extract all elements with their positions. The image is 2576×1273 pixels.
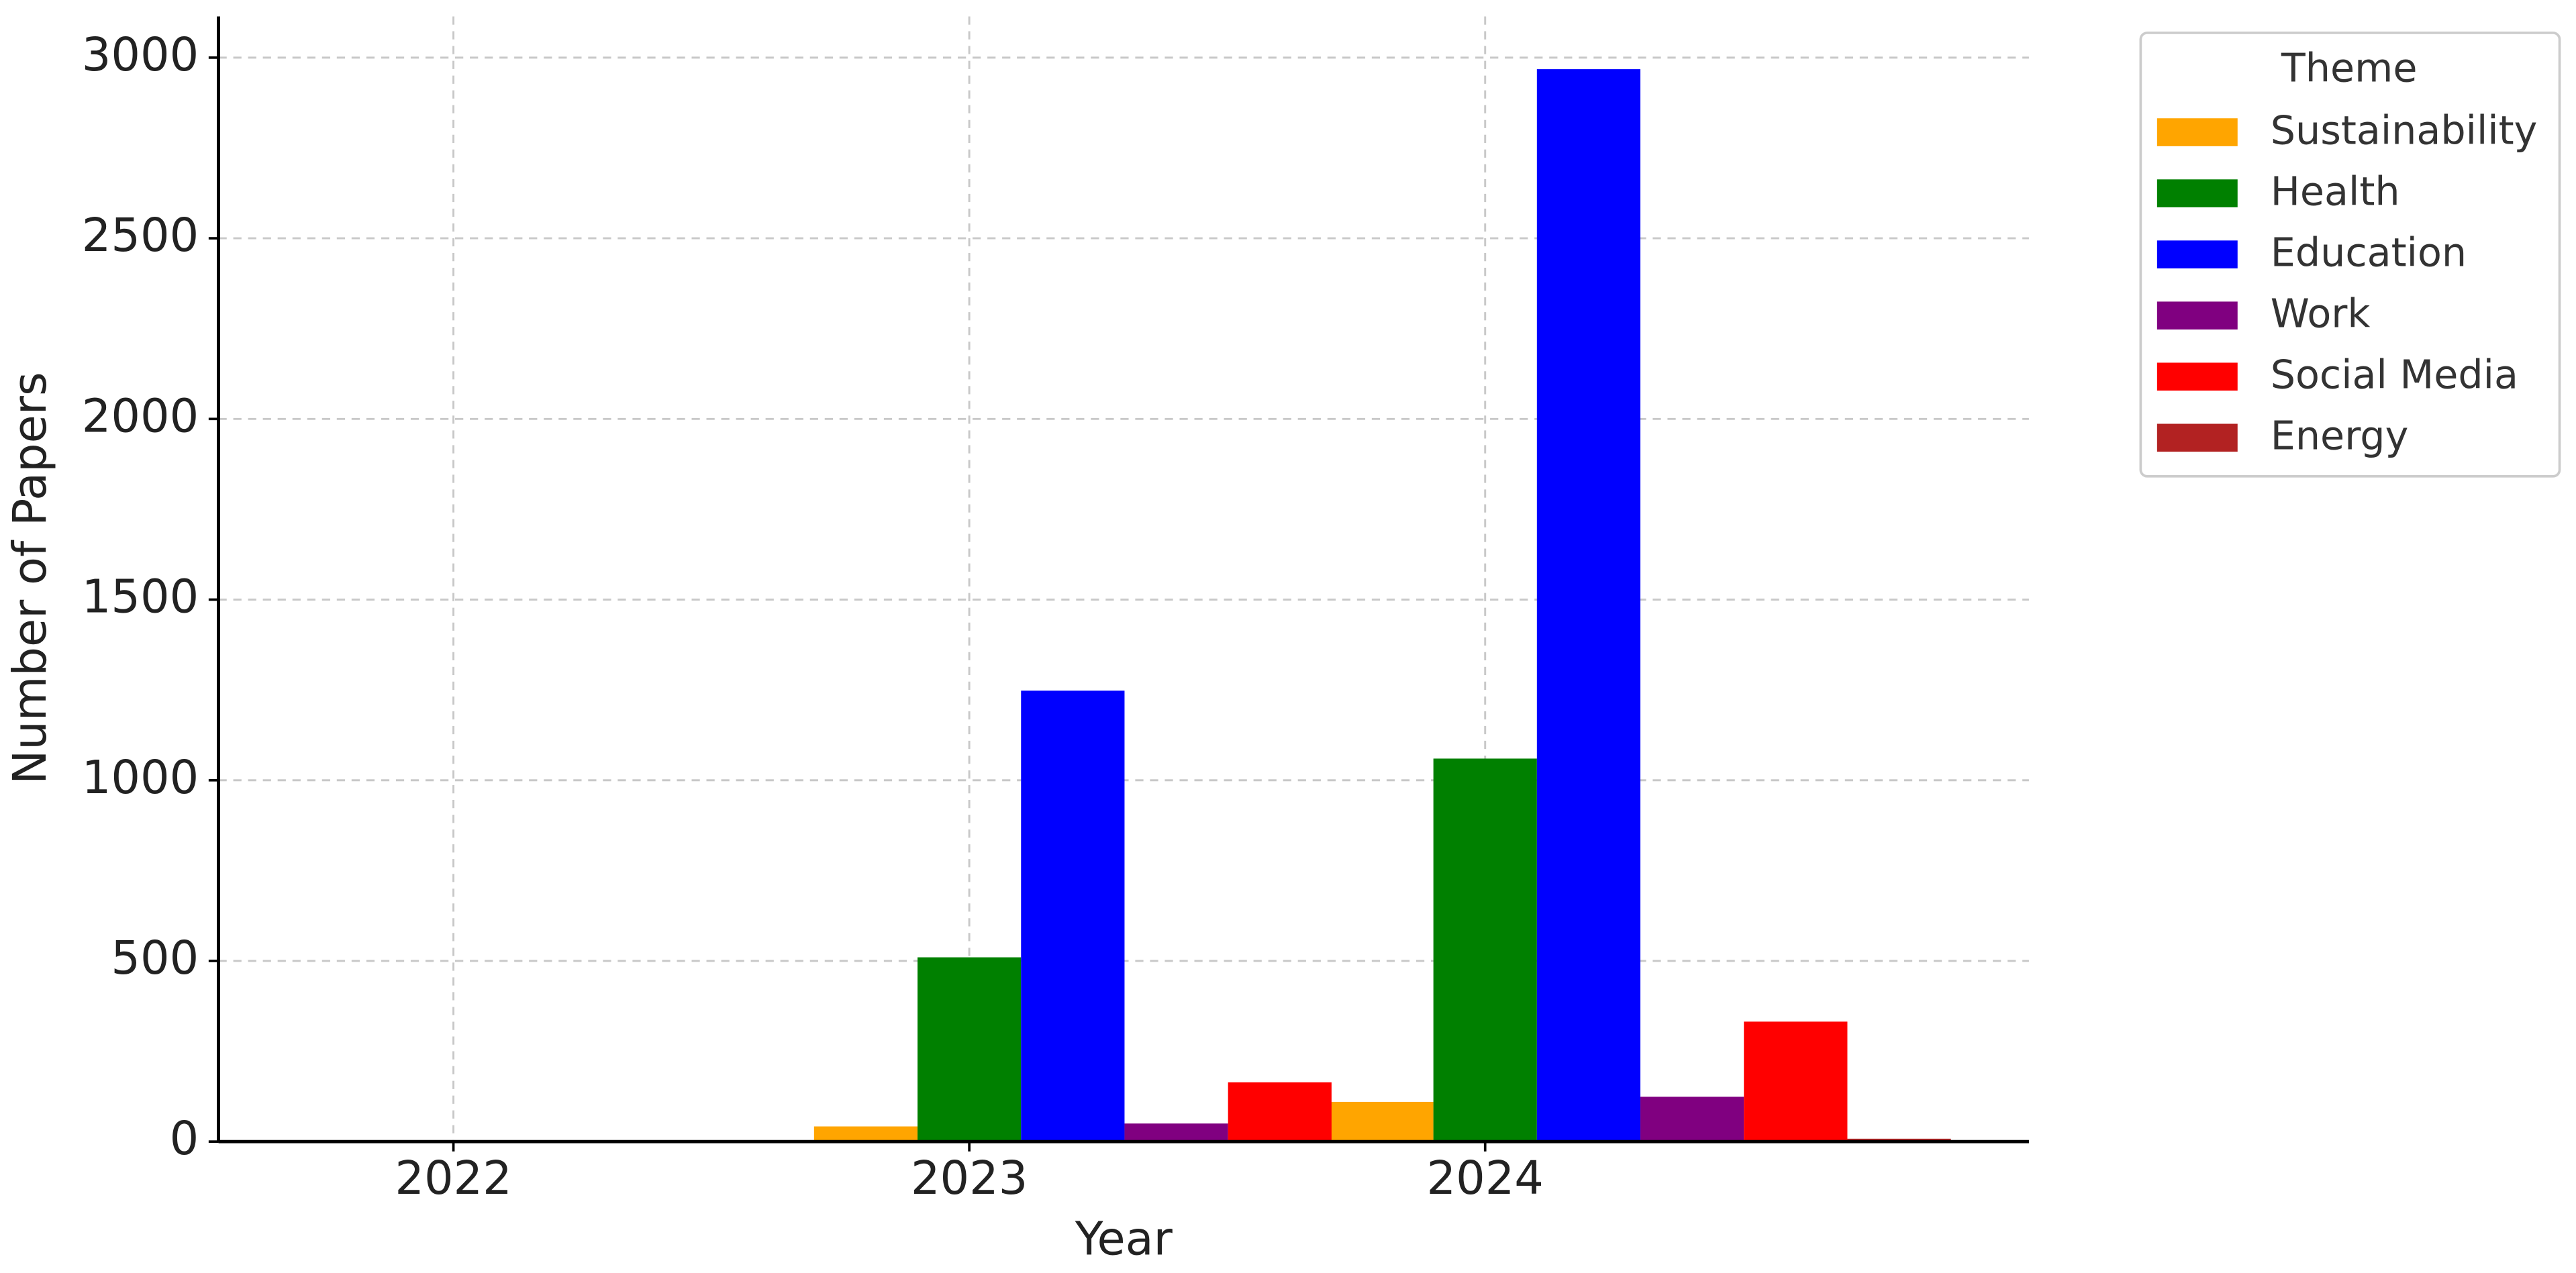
bar: [918, 957, 1022, 1142]
bar: [1744, 1021, 1848, 1142]
legend: Theme Sustainability Health Education Work So…: [2139, 32, 2561, 478]
bar: [1228, 1082, 1332, 1142]
bar: [1536, 69, 1641, 1142]
legend-swatch: [2157, 118, 2238, 146]
legend-label: Social Media: [2271, 352, 2518, 398]
bar: [813, 1126, 918, 1142]
bar: [1640, 1097, 1744, 1142]
y-tick-label: 3000: [82, 28, 199, 82]
y-tick-label: 2000: [82, 389, 199, 443]
bar: [1124, 1123, 1228, 1142]
x-axis-label: Year: [1075, 1213, 1173, 1266]
legend-swatch: [2157, 423, 2238, 452]
x-tick-label: 2023: [911, 1152, 1028, 1205]
y-tick-label: 1000: [82, 751, 199, 805]
legend-label: Health: [2271, 168, 2400, 214]
y-tick-label: 1500: [82, 570, 199, 624]
y-axis-label: Number of Papers: [3, 372, 57, 784]
legend-frame: [2139, 32, 2561, 478]
bar: [1433, 758, 1537, 1142]
bar: [1330, 1101, 1434, 1142]
y-tick-label: 500: [111, 931, 199, 985]
legend-swatch: [2157, 301, 2238, 330]
x-tick-label: 2022: [395, 1152, 511, 1205]
legend-label: Education: [2271, 229, 2467, 275]
y-tick-label: 2500: [82, 209, 199, 262]
legend-label: Sustainability: [2271, 107, 2538, 153]
legend-label: Work: [2271, 291, 2371, 337]
legend-swatch: [2157, 240, 2238, 268]
y-tick-label: 0: [170, 1112, 199, 1166]
x-tick-label: 2024: [1427, 1152, 1544, 1205]
legend-title: Theme: [2281, 44, 2418, 91]
legend-label: Energy: [2271, 413, 2409, 459]
legend-swatch: [2157, 362, 2238, 391]
legend-swatch: [2157, 179, 2238, 207]
bar: [1021, 691, 1125, 1142]
